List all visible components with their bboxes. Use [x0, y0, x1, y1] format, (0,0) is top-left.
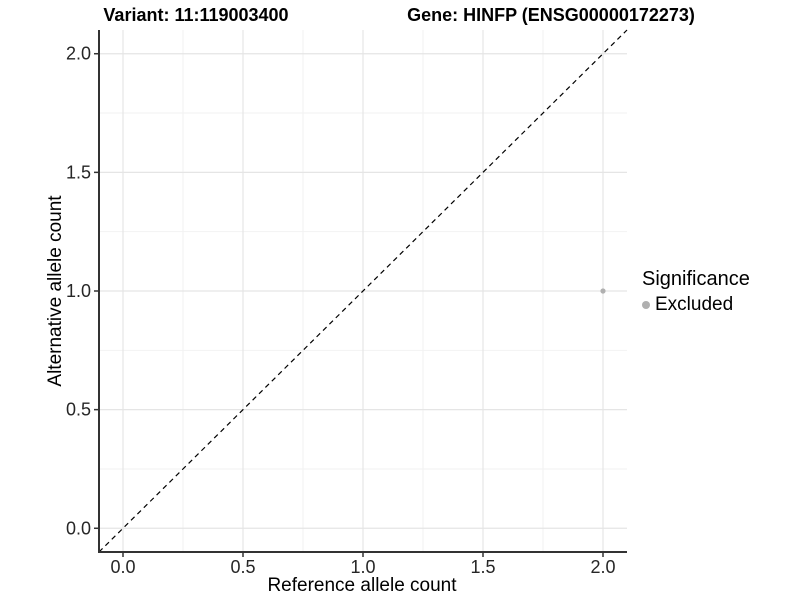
plot-title-gene: Gene: HINFP (ENSG00000172273): [407, 5, 695, 25]
x-tick-label: 1.0: [350, 557, 375, 577]
data-point: [600, 288, 606, 294]
legend-title: Significance: [642, 268, 750, 290]
y-tick-label: 2.0: [66, 44, 91, 64]
y-tick-label: 1.5: [66, 162, 91, 182]
y-tick-label: 0.5: [66, 400, 91, 420]
y-tick-label: 1.0: [66, 281, 91, 301]
x-tick-label: 0.5: [230, 557, 255, 577]
identity-dashed-line: [98, 29, 628, 553]
legend-entry-label: Excluded: [655, 294, 734, 315]
legend-entry: Excluded: [642, 294, 750, 316]
legend-entries: Excluded: [642, 294, 750, 316]
x-tick-label: 2.0: [590, 557, 615, 577]
x-tick-label: 0.0: [110, 557, 135, 577]
y-axis-title: Alternative allele count: [45, 195, 66, 387]
x-axis-title: Reference allele count: [267, 575, 457, 596]
plot-title-variant: Variant: 11:119003400: [103, 5, 289, 25]
y-tick-label: 0.0: [66, 518, 91, 538]
legend-key-dot-icon: [642, 301, 650, 309]
x-tick-label: 1.5: [470, 557, 495, 577]
legend: Significance Excluded: [642, 268, 750, 316]
